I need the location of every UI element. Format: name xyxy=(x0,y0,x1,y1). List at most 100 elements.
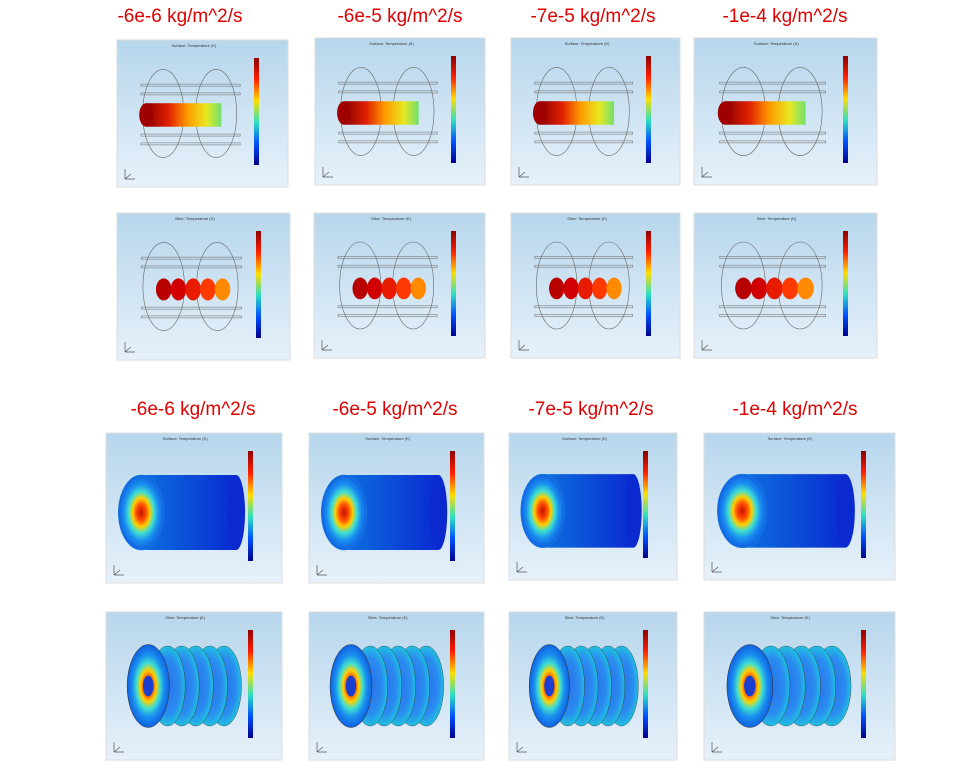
sim-panel: Slice: Temperature (K) xyxy=(313,212,486,359)
panel-title: Slice: Temperature (K) xyxy=(565,615,605,620)
panel-title: Surface: Temperature (K) xyxy=(562,436,608,441)
rod xyxy=(140,142,241,146)
rod xyxy=(534,314,633,317)
rod xyxy=(719,314,827,317)
axis-triad xyxy=(321,340,332,351)
sim-panel: Surface: Temperature (K) xyxy=(510,37,681,186)
sim-panel: Surface: Temperature (K) xyxy=(105,432,283,584)
cylinder-end xyxy=(532,101,547,125)
front-face xyxy=(118,474,165,551)
sim-panel: Slice: Temperature (K) xyxy=(703,611,896,761)
slice xyxy=(563,277,579,300)
cylinder xyxy=(539,101,615,125)
colorbar xyxy=(248,630,253,738)
column-header: -6e-5 kg/m^2/s xyxy=(332,399,457,420)
rod xyxy=(140,83,241,87)
panel-title: Surface: Temperature (K) xyxy=(365,436,411,441)
rod xyxy=(719,256,827,259)
sim-panel: Surface: Temperature (K) xyxy=(116,39,289,188)
rod xyxy=(140,315,242,319)
rod xyxy=(719,264,827,268)
slice xyxy=(352,277,368,300)
panel-title: Surface: Temperature (K) xyxy=(768,436,814,441)
axis-triad xyxy=(316,565,327,576)
colorbar xyxy=(646,231,651,336)
cylinder xyxy=(725,101,806,125)
rod xyxy=(534,90,633,94)
axis-triad xyxy=(711,742,722,753)
axis-triad xyxy=(701,340,712,351)
inner-hole xyxy=(744,675,756,697)
sim-panel: Surface: Temperature (K) xyxy=(308,432,485,584)
colorbar xyxy=(254,58,259,165)
rod xyxy=(140,133,241,137)
rod xyxy=(534,256,633,259)
panel-title: Slice: Temperature (K) xyxy=(770,615,810,620)
axis-triad xyxy=(124,342,135,353)
slice xyxy=(766,277,783,300)
colorbar xyxy=(256,231,261,338)
axis-triad xyxy=(518,340,529,351)
colorbar xyxy=(451,231,456,336)
cylinder-end xyxy=(337,101,351,125)
axis-triad xyxy=(516,562,527,573)
slice xyxy=(200,278,216,301)
column-header: -7e-5 kg/m^2/s xyxy=(530,6,655,27)
rod xyxy=(534,131,633,135)
rod xyxy=(719,305,827,309)
axis-triad xyxy=(322,167,333,178)
axis-triad xyxy=(518,167,529,178)
panel-title: Surface: Temperature (K) xyxy=(754,41,800,46)
inner-hole xyxy=(345,675,357,697)
slice xyxy=(155,278,172,301)
front-face xyxy=(520,473,565,548)
rod xyxy=(534,81,633,85)
column-header: -6e-6 kg/m^2/s xyxy=(117,6,242,27)
panel-title: Slice: Temperature (K) xyxy=(368,615,408,620)
colorbar xyxy=(451,56,456,163)
sim-panel: Surface: Temperature (K) xyxy=(703,432,896,581)
inner-hole xyxy=(544,675,555,697)
colorbar xyxy=(450,451,455,561)
panel-title: Surface: Temperature (K) xyxy=(163,436,209,441)
sim-panel: Surface: Temperature (K) xyxy=(693,37,878,186)
column-header: -1e-4 kg/m^2/s xyxy=(722,6,847,27)
rod xyxy=(338,81,438,85)
cylinder xyxy=(343,101,419,125)
cylinder-end xyxy=(624,474,642,548)
axis-triad xyxy=(113,742,124,753)
sim-panel: Slice: Temperature (K) xyxy=(693,212,878,359)
slice xyxy=(750,277,768,300)
slice xyxy=(735,277,752,300)
panel-title: Surface: Temperature (K) xyxy=(172,43,218,48)
rod xyxy=(140,256,242,260)
sim-panel: Slice: Temperature (K) xyxy=(308,611,485,761)
panel-title: Surface: Temperature (K) xyxy=(565,41,611,46)
rod xyxy=(337,314,438,317)
cylinder-end xyxy=(429,475,448,550)
axis-triad xyxy=(701,167,712,178)
axis-triad xyxy=(516,742,527,753)
slice xyxy=(396,277,412,300)
cylinder-end xyxy=(717,101,733,125)
axis-triad xyxy=(711,562,722,573)
colorbar xyxy=(843,56,848,163)
slice xyxy=(185,278,201,301)
sim-panel: Surface: Temperature (K) xyxy=(314,37,486,186)
slice xyxy=(367,277,383,300)
slice xyxy=(592,277,608,300)
slice xyxy=(381,277,397,300)
slice xyxy=(549,277,565,300)
cylinder xyxy=(146,103,222,127)
sim-panel: Slice: Temperature (K) xyxy=(116,212,291,361)
axis-triad xyxy=(113,565,124,576)
column-header: -1e-4 kg/m^2/s xyxy=(732,399,857,420)
slice xyxy=(214,278,231,301)
rod xyxy=(140,92,241,96)
column-header: -6e-6 kg/m^2/s xyxy=(130,399,255,420)
rod xyxy=(534,305,633,309)
rod xyxy=(337,256,438,259)
colorbar xyxy=(861,451,866,558)
rod xyxy=(719,131,827,135)
rod xyxy=(534,264,633,268)
